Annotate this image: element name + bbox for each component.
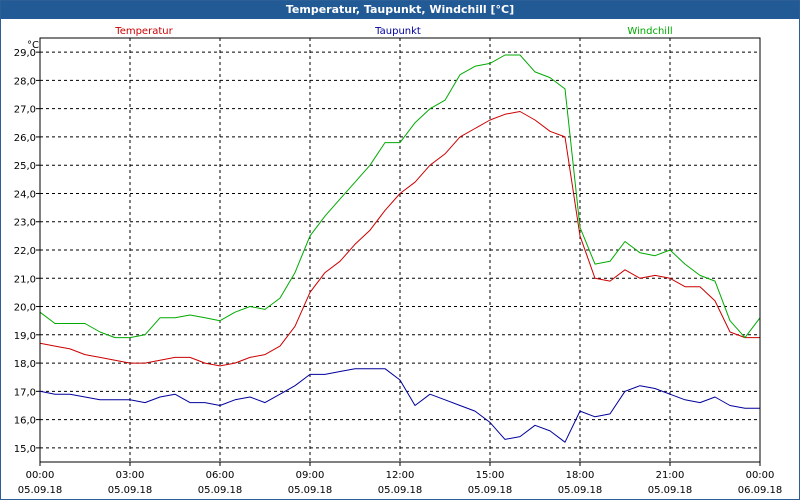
x-tick-time: 12:00	[386, 470, 415, 481]
y-tick-label: 16,0	[14, 416, 36, 427]
legend: Temperatur Taupunkt Windchill	[114, 26, 672, 37]
x-tick-date: 06.09.18	[738, 485, 783, 496]
x-tick-date: 05.09.18	[558, 485, 603, 496]
x-tick-time: 00:00	[746, 470, 775, 481]
x-tick-date: 05.09.18	[108, 485, 153, 496]
y-tick-label: 28,0	[14, 76, 36, 87]
x-tick-time: 00:00	[26, 470, 55, 481]
series-line-windchill	[39, 54, 761, 339]
y-tick-label: 19,0	[14, 331, 36, 342]
x-tick-time: 09:00	[296, 470, 325, 481]
x-tick-date: 05.09.18	[378, 485, 423, 496]
x-tick-time: 21:00	[656, 470, 685, 481]
x-tick-date: 05.09.18	[288, 485, 333, 496]
x-tick-time: 03:00	[116, 470, 145, 481]
legend-temperatur: Temperatur	[114, 26, 173, 37]
x-axis: 00:00 05.09.18 03:00 05.09.18 06:00 05.09.18 0…	[18, 462, 783, 496]
y-axis-unit: °C	[27, 40, 39, 51]
series-line-temperatur	[39, 111, 760, 367]
x-tick-date: 05.09.18	[648, 485, 693, 496]
window-title: Temperatur, Taupunkt, Windchill [°C]	[1, 1, 799, 19]
y-tick-label: 27,0	[14, 105, 36, 116]
x-tick-time: 15:00	[476, 470, 505, 481]
y-tick-label: 25,0	[14, 161, 36, 172]
legend-windchill: Windchill	[627, 26, 672, 37]
y-tick-label: 20,0	[14, 303, 36, 314]
y-tick-label: 21,0	[14, 274, 36, 285]
series-line-taupunkt	[39, 368, 760, 443]
y-tick-label: 26,0	[14, 133, 36, 144]
grid	[40, 38, 760, 462]
y-tick-label: 29,0	[14, 48, 36, 59]
x-tick-date: 05.09.18	[468, 485, 513, 496]
y-tick-label: 15,0	[14, 444, 36, 455]
series-lines	[39, 54, 761, 443]
y-tick-label: 22,0	[14, 246, 36, 257]
x-tick-date: 05.09.18	[198, 485, 243, 496]
legend-taupunkt: Taupunkt	[374, 26, 421, 37]
y-axis: °C 15,0 16,0 17,0 18,0 19,0 20,0 21,0 22,0 23,0 24…	[14, 40, 40, 455]
y-tick-label: 18,0	[14, 359, 36, 370]
x-tick-time: 18:00	[566, 470, 595, 481]
y-tick-label: 24,0	[14, 189, 36, 200]
y-tick-label: 17,0	[14, 387, 36, 398]
y-tick-label: 23,0	[14, 218, 36, 229]
x-tick-date: 05.09.18	[18, 485, 63, 496]
x-tick-time: 06:00	[206, 470, 235, 481]
